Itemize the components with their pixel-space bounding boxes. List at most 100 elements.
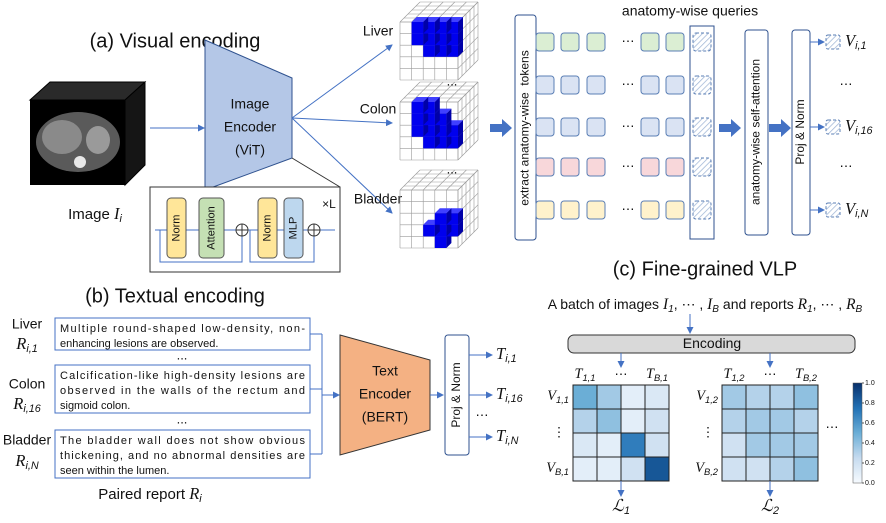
voxel-front: [434, 45, 447, 57]
proj-norm-label: Proj & Norm: [449, 362, 463, 427]
similarity-cell: [596, 408, 622, 434]
col-label: TB,2: [795, 366, 818, 383]
ellipsis: ...: [177, 411, 188, 426]
token: [586, 157, 606, 177]
report-id: Ri,16: [12, 394, 41, 415]
similarity-cell: [745, 456, 771, 482]
voxel-front: [434, 22, 447, 34]
big-arrow: [490, 119, 512, 137]
math-sub: i,16: [505, 393, 522, 405]
report-line: The bladder wall does not show obvious: [60, 435, 305, 447]
similarity-cell: [745, 384, 771, 410]
similarity-cell: [572, 456, 598, 482]
encoding-label: Encoding: [683, 335, 741, 351]
voxel-side: [434, 97, 440, 114]
voxel-top: [411, 97, 429, 102]
ellipsis: ⋯: [622, 76, 635, 91]
report-line: observed in the walls of the rectum and: [60, 385, 305, 397]
token: [640, 157, 660, 177]
token: [560, 200, 580, 220]
token: [665, 157, 685, 177]
col-label: T1,2: [724, 366, 746, 383]
voxel-front: [423, 125, 435, 137]
ct-organ: [86, 126, 110, 154]
math-sub: 2: [772, 505, 779, 517]
voxel-side: [434, 17, 440, 34]
mlp-label: MLP: [287, 217, 299, 240]
similarity-cell: [721, 432, 747, 458]
voxel-front: [423, 102, 435, 114]
organ-label: Bladder: [354, 191, 403, 207]
token: [535, 75, 555, 95]
query-token: [692, 200, 712, 220]
voxel-side: [446, 108, 452, 126]
ellipsis: ...: [447, 73, 458, 88]
colorbar-tick-label: 0.4: [865, 440, 875, 447]
math-var: T: [496, 426, 507, 445]
similarity-cell: [721, 408, 747, 434]
math-var: T: [795, 366, 804, 382]
report-box: [54, 429, 311, 479]
math-var: I: [662, 296, 669, 313]
text-part: Image: [68, 206, 114, 223]
voxel-grid: [457, 128, 479, 149]
ellipsis: ⋯: [622, 201, 635, 216]
math-var: R: [14, 451, 25, 470]
norm-label: Norm: [261, 215, 273, 242]
math-sub: 1,1: [582, 373, 595, 383]
voxel-front: [434, 224, 447, 237]
queries-label: anatomy-wise queries: [622, 3, 758, 19]
output-label: Vi,N: [845, 199, 868, 220]
voxel-grid: [399, 1, 421, 23]
report-line: enhancing lesions are observed.: [60, 338, 218, 350]
section-title: (a) Visual encoding: [90, 30, 261, 52]
report-organ: Colon: [9, 376, 46, 392]
similarity-cell: [644, 384, 670, 410]
organ-label: Colon: [360, 101, 397, 117]
token: [665, 32, 685, 52]
token: [665, 117, 685, 137]
add-op-cross: [236, 224, 248, 236]
ellipsis: ⋯: [840, 158, 853, 173]
token: [640, 117, 660, 137]
math-sub: i,N: [855, 208, 868, 220]
voxel-front: [423, 22, 435, 34]
similarity-cell: [745, 408, 771, 434]
token: [535, 117, 555, 137]
text-part: A batch of images: [548, 296, 663, 312]
ct-liver: [42, 120, 82, 154]
text-part: and reports: [719, 296, 798, 312]
ellipsis: ⋯: [764, 366, 777, 381]
voxel-grid: [457, 169, 479, 191]
voxel-grid: [457, 139, 479, 161]
token: [560, 75, 580, 95]
voxel-top: [434, 208, 452, 214]
add-op-cross: [308, 224, 320, 236]
similarity-cell: [644, 432, 670, 458]
self-attention-box: [744, 29, 769, 236]
voxel-front: [446, 136, 458, 149]
text-part: , ⋯ ,: [674, 296, 707, 312]
text-part: Paired report: [98, 486, 189, 503]
token: [560, 32, 580, 52]
ellipsis: ⋯: [622, 118, 635, 133]
encoder-label: Encoder: [359, 386, 411, 402]
math-sub: 1: [624, 505, 630, 517]
token: [640, 200, 660, 220]
output-token: [825, 119, 841, 135]
similarity-cell: [572, 408, 598, 434]
encoder-label: Encoder: [224, 119, 276, 135]
voxel-front: [411, 113, 424, 126]
token: [665, 200, 685, 220]
report-line: Multiple round-shaped low-density, non-: [60, 323, 305, 335]
token: [560, 117, 580, 137]
voxel-side: [423, 97, 429, 114]
ellipsis: ⋯: [622, 158, 635, 173]
voxel-grid: [422, 169, 444, 191]
similarity-cell: [769, 432, 795, 458]
organ-label: Liver: [363, 23, 394, 39]
report-line: thickening, and no abnormal densities ar…: [60, 450, 305, 462]
output-label: Ti,1: [496, 344, 517, 365]
